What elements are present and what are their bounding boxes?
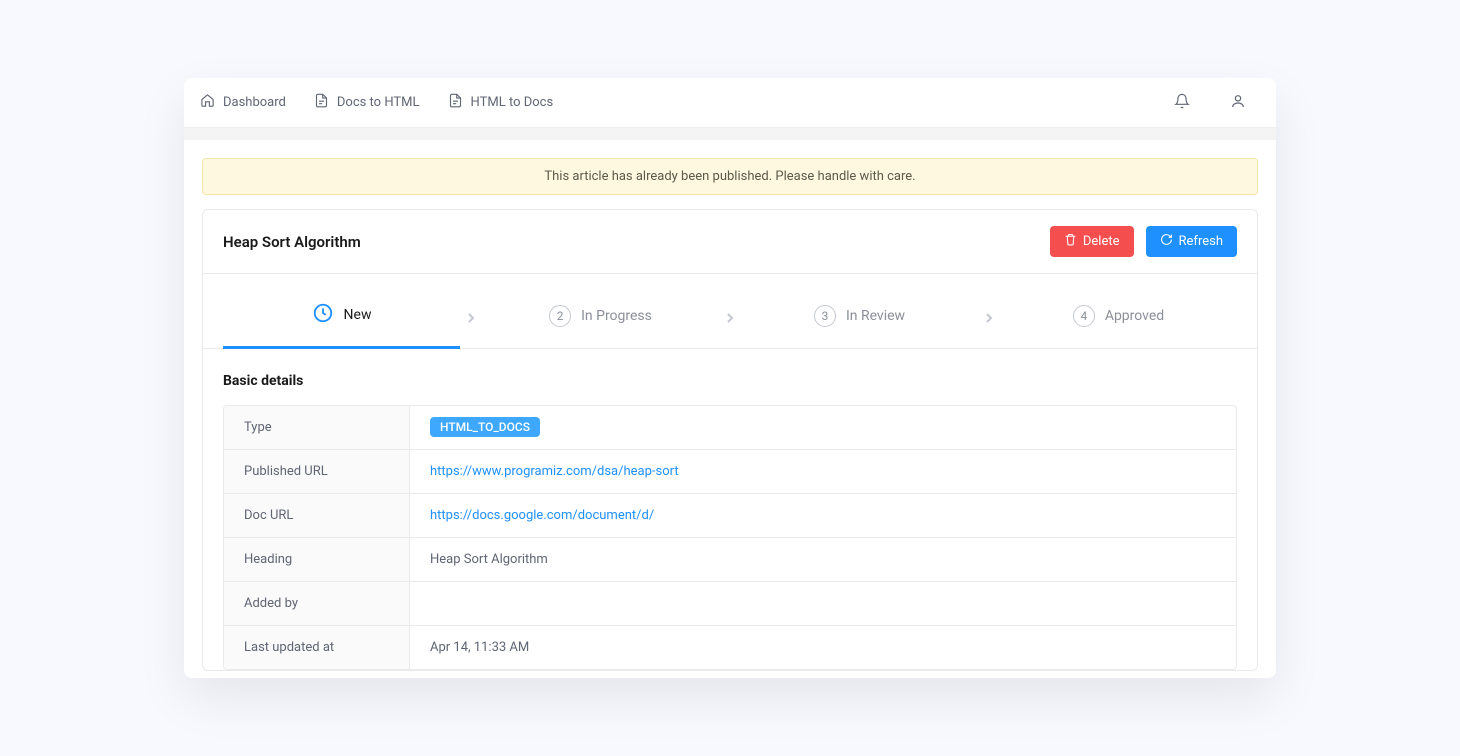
app-container: Dashboard Docs to HTML HTML to Docs: [184, 78, 1276, 678]
chevron-right-icon: [984, 313, 994, 323]
step-label: In Progress: [581, 308, 652, 324]
details-table: Type HTML_TO_DOCS Published URL https://…: [223, 405, 1237, 670]
table-row: Published URL https://www.programiz.com/…: [224, 450, 1236, 494]
nav-label: Docs to HTML: [337, 95, 420, 110]
field-value: https://www.programiz.com/dsa/heap-sort: [410, 450, 1236, 494]
nav-label: HTML to Docs: [471, 95, 554, 110]
clock-icon: [312, 302, 334, 328]
card-header: Heap Sort Algorithm Delete Refresh: [203, 210, 1257, 274]
page-title: Heap Sort Algorithm: [223, 233, 361, 251]
nav-dashboard[interactable]: Dashboard: [200, 93, 286, 112]
type-badge: HTML_TO_DOCS: [430, 417, 540, 437]
content-area: This article has already been published.…: [184, 140, 1276, 678]
button-label: Refresh: [1179, 234, 1223, 249]
basic-details-section: Basic details Type HTML_TO_DOCS Publishe…: [203, 349, 1257, 670]
step-label: In Review: [846, 308, 905, 324]
published-url-link[interactable]: https://www.programiz.com/dsa/heap-sort: [430, 464, 679, 479]
nav-left: Dashboard Docs to HTML HTML to Docs: [200, 93, 553, 112]
field-label: Published URL: [224, 450, 410, 494]
refresh-button[interactable]: Refresh: [1146, 226, 1237, 257]
doc-url-link[interactable]: https://docs.google.com/document/d/: [430, 508, 654, 523]
action-buttons: Delete Refresh: [1050, 226, 1237, 257]
field-value: [410, 582, 1236, 626]
stepper: New 2 In Progress 3 In Review 4 Approved: [203, 288, 1257, 349]
table-row: Type HTML_TO_DOCS: [224, 406, 1236, 450]
tab-in-progress[interactable]: 2 In Progress: [482, 291, 719, 345]
alert-text: This article has already been published.…: [544, 169, 915, 184]
nav-right: [1174, 93, 1260, 113]
nav-label: Dashboard: [223, 95, 286, 110]
chevron-right-icon: [725, 313, 735, 323]
table-row: Last updated at Apr 14, 11:33 AM: [224, 626, 1236, 669]
step-number: 2: [549, 305, 571, 327]
nav-html-to-docs[interactable]: HTML to Docs: [448, 93, 554, 112]
field-label: Doc URL: [224, 494, 410, 538]
file-icon: [448, 93, 463, 112]
top-nav: Dashboard Docs to HTML HTML to Docs: [184, 78, 1276, 128]
bell-icon[interactable]: [1174, 93, 1190, 113]
trash-icon: [1064, 233, 1077, 250]
button-label: Delete: [1083, 234, 1120, 249]
user-icon[interactable]: [1230, 93, 1246, 113]
field-value: https://docs.google.com/document/d/: [410, 494, 1236, 538]
field-label: Type: [224, 406, 410, 450]
field-value: Apr 14, 11:33 AM: [410, 626, 1236, 669]
main-card: Heap Sort Algorithm Delete Refresh: [202, 209, 1258, 671]
step-label: Approved: [1105, 308, 1164, 324]
nav-docs-to-html[interactable]: Docs to HTML: [314, 93, 420, 112]
table-row: Doc URL https://docs.google.com/document…: [224, 494, 1236, 538]
field-value: Heap Sort Algorithm: [410, 538, 1236, 582]
field-value: HTML_TO_DOCS: [410, 406, 1236, 450]
divider-strip: [184, 128, 1276, 140]
tab-in-review[interactable]: 3 In Review: [741, 291, 978, 345]
delete-button[interactable]: Delete: [1050, 226, 1134, 257]
field-label: Heading: [224, 538, 410, 582]
step-label: New: [344, 307, 372, 323]
field-label: Added by: [224, 582, 410, 626]
tab-new[interactable]: New: [223, 288, 460, 349]
step-number: 4: [1073, 305, 1095, 327]
step-number: 3: [814, 305, 836, 327]
table-row: Heading Heap Sort Algorithm: [224, 538, 1236, 582]
table-row: Added by: [224, 582, 1236, 626]
field-label: Last updated at: [224, 626, 410, 669]
tab-approved[interactable]: 4 Approved: [1000, 291, 1237, 345]
refresh-icon: [1160, 233, 1173, 250]
section-title: Basic details: [223, 373, 1237, 389]
file-icon: [314, 93, 329, 112]
chevron-right-icon: [466, 313, 476, 323]
home-icon: [200, 93, 215, 112]
warning-alert: This article has already been published.…: [202, 158, 1258, 195]
